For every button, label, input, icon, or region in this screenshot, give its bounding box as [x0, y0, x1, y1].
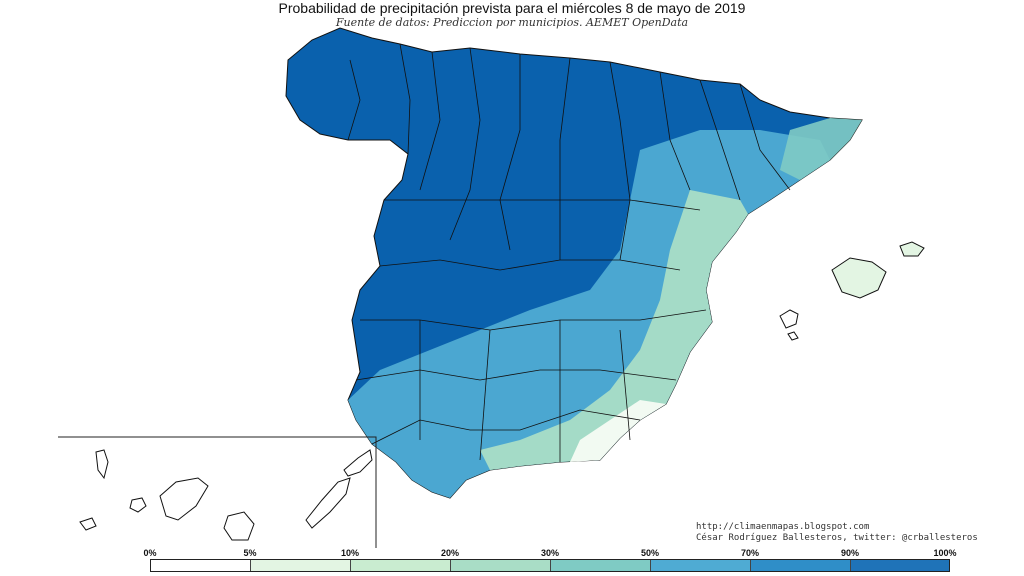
legend-tick-1: 5%	[243, 548, 257, 558]
mallorca-island	[831, 257, 887, 299]
legend-swatch	[251, 560, 351, 571]
precip-zone-catalonia	[780, 118, 862, 180]
tenerife-island	[159, 477, 209, 521]
precip-zone-minimal-southeast	[570, 400, 666, 462]
inset-frame	[58, 436, 377, 548]
map-title: Probabilidad de precipitación prevista p…	[278, 0, 746, 16]
province-boundaries	[347, 43, 791, 462]
legend-swatch	[551, 560, 651, 571]
credit-author: César Rodríguez Ballesteros, twitter: @c…	[696, 533, 978, 543]
la-palma-island	[95, 449, 109, 480]
legend-tick-3: 20%	[440, 548, 460, 558]
legend-swatch	[151, 560, 251, 571]
precip-zone-low-east	[480, 190, 748, 470]
ibiza-island	[779, 309, 799, 329]
legend-swatch	[751, 560, 851, 571]
legend-tick-6: 70%	[740, 548, 760, 558]
formentera-island	[787, 331, 799, 341]
legend-tick-8: 100%	[933, 548, 957, 558]
legend-tick-5: 50%	[640, 548, 660, 558]
canary-islands-inset	[58, 436, 377, 548]
fuerteventura-island	[305, 477, 351, 529]
legend-swatch	[351, 560, 451, 571]
legend-tick-4: 30%	[540, 548, 560, 558]
la-gomera-island	[129, 497, 147, 513]
legend-swatch	[851, 560, 949, 571]
legend-tick-0: 0%	[143, 548, 157, 558]
gran-canaria-island	[223, 511, 255, 541]
legend-tick-2: 10%	[340, 548, 360, 558]
legend-swatch	[651, 560, 751, 571]
lanzarote-island	[343, 449, 373, 477]
credit-url: http://climaenmapas.blogspot.com	[696, 522, 870, 532]
map-subtitle: Fuente de datos: Prediccion por municipi…	[335, 16, 689, 29]
legend-color-bar	[150, 559, 950, 572]
legend: 0% 5% 10% 20% 30% 50% 70% 90% 100%	[143, 548, 957, 572]
menorca-island	[899, 241, 925, 257]
legend-tick-7: 90%	[840, 548, 860, 558]
el-hierro-island	[79, 517, 97, 531]
legend-swatch	[451, 560, 551, 571]
